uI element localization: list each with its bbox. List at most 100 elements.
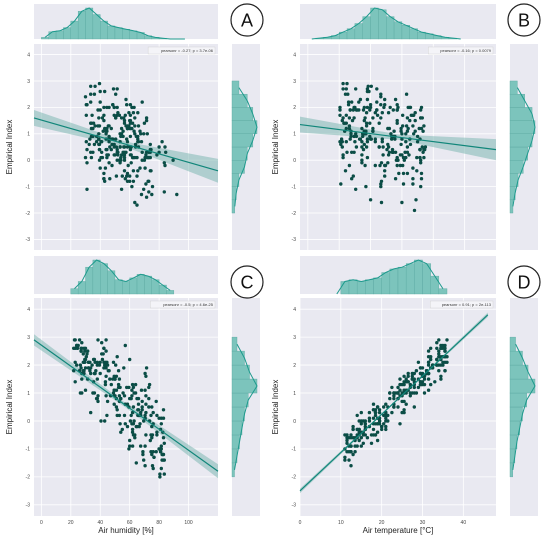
scatter-point: [339, 142, 343, 147]
scatter-point: [144, 394, 148, 398]
scatter-point: [144, 153, 148, 157]
scatter-point: [402, 388, 406, 392]
scatter-point: [162, 472, 166, 476]
y-tick-label: 4: [27, 307, 30, 313]
scatter-point: [373, 433, 378, 437]
scatter-point: [89, 371, 93, 376]
right-hist-bar: [231, 378, 258, 394]
scatter-point: [359, 422, 363, 426]
scatter-point: [103, 380, 108, 384]
scatter-point: [97, 363, 102, 367]
right-kde-line: [512, 87, 536, 207]
scatter-point: [443, 349, 447, 353]
scatter-point: [386, 419, 390, 423]
top-hist-bar: [405, 263, 415, 295]
scatter-point: [144, 118, 149, 123]
scatter-point: [429, 382, 433, 387]
scatter-point: [361, 147, 366, 152]
scatter-point: [415, 134, 420, 139]
scatter-point: [114, 174, 119, 178]
scatter-point: [147, 405, 151, 409]
scatter-point: [380, 137, 384, 141]
scatter-point: [384, 416, 388, 420]
top-hist-bar: [144, 275, 152, 295]
top-kde-line: [44, 7, 185, 40]
scatter-point: [123, 422, 128, 426]
scatter-point: [130, 388, 134, 392]
top-hist-bar: [114, 279, 123, 295]
scatter-point: [141, 450, 145, 454]
scatter-point: [354, 187, 358, 191]
scatter-point: [417, 126, 421, 131]
scatter-point: [368, 121, 372, 125]
right-hist-bar: [509, 378, 536, 394]
scatter-point: [371, 402, 376, 406]
scatter-point: [139, 192, 144, 197]
scatter-point: [93, 84, 97, 89]
scatter-point: [367, 89, 371, 94]
scatter-point: [124, 97, 128, 102]
scatter-point: [401, 113, 405, 118]
scatter-point: [107, 105, 111, 110]
scatter-point: [368, 137, 373, 141]
scatter-point: [103, 179, 107, 183]
scatter-point: [398, 388, 402, 392]
scatter-point: [392, 396, 396, 401]
scatter-point: [98, 108, 102, 112]
scatter-point: [371, 116, 375, 120]
scatter-point: [395, 121, 399, 125]
top-hist-bar: [365, 279, 374, 295]
scatter-point: [119, 116, 124, 120]
panel-badge-label: B: [518, 11, 530, 31]
scatter-point: [353, 140, 357, 144]
right-hist-bar: [231, 406, 245, 422]
scatter-point: [426, 377, 431, 381]
scatter-point: [96, 124, 100, 128]
scatter-point: [130, 410, 135, 415]
scatter-point: [83, 357, 88, 362]
scatter-point: [104, 132, 108, 136]
scatter-point: [358, 97, 363, 102]
scatter-point: [127, 447, 131, 451]
scatter-point: [363, 424, 367, 429]
chart-panel-b: -3 -2 -1 0 1 2 3 4 pearsonr = -0.16; p = 0.0079 E…: [271, 3, 541, 250]
scatter-point: [109, 126, 114, 131]
scatter-point: [350, 177, 354, 181]
scatter-point: [143, 166, 147, 170]
scatter-point: [429, 346, 433, 350]
scatter-point: [109, 382, 114, 387]
scatter-point: [408, 382, 412, 387]
scatter-point: [404, 140, 408, 144]
scatter-point: [375, 113, 380, 118]
panel-badge: [507, 265, 541, 299]
scatter-point: [346, 92, 350, 96]
scatter-point: [122, 169, 127, 173]
scatter-point: [343, 121, 347, 125]
top-hist-bar: [430, 275, 440, 295]
scatter-point: [415, 140, 420, 144]
scatter-point: [354, 145, 359, 149]
scatter-point: [418, 380, 423, 384]
scatter-point: [163, 163, 167, 168]
scatter-point: [384, 402, 388, 406]
scatter-point: [371, 129, 375, 133]
top-hist-bar: [122, 281, 130, 295]
scatter-point: [160, 452, 164, 457]
y-tick-label: -3: [26, 503, 31, 509]
scatter-point: [419, 116, 423, 120]
scatter-point: [345, 81, 349, 86]
y-tick-label: 3: [27, 335, 30, 341]
scatter-point: [360, 161, 364, 165]
scatter-point: [399, 126, 403, 131]
scatter-point: [122, 413, 127, 418]
y-tick-label: 4: [293, 52, 296, 58]
scatter-point: [395, 108, 399, 112]
scatter-point: [400, 382, 404, 387]
scatter-point: [401, 163, 405, 168]
scatter-point: [392, 394, 396, 398]
scatter-point: [111, 360, 116, 364]
scatter-point: [129, 396, 133, 401]
scatter-point: [99, 419, 103, 423]
scatter-point: [132, 419, 136, 423]
